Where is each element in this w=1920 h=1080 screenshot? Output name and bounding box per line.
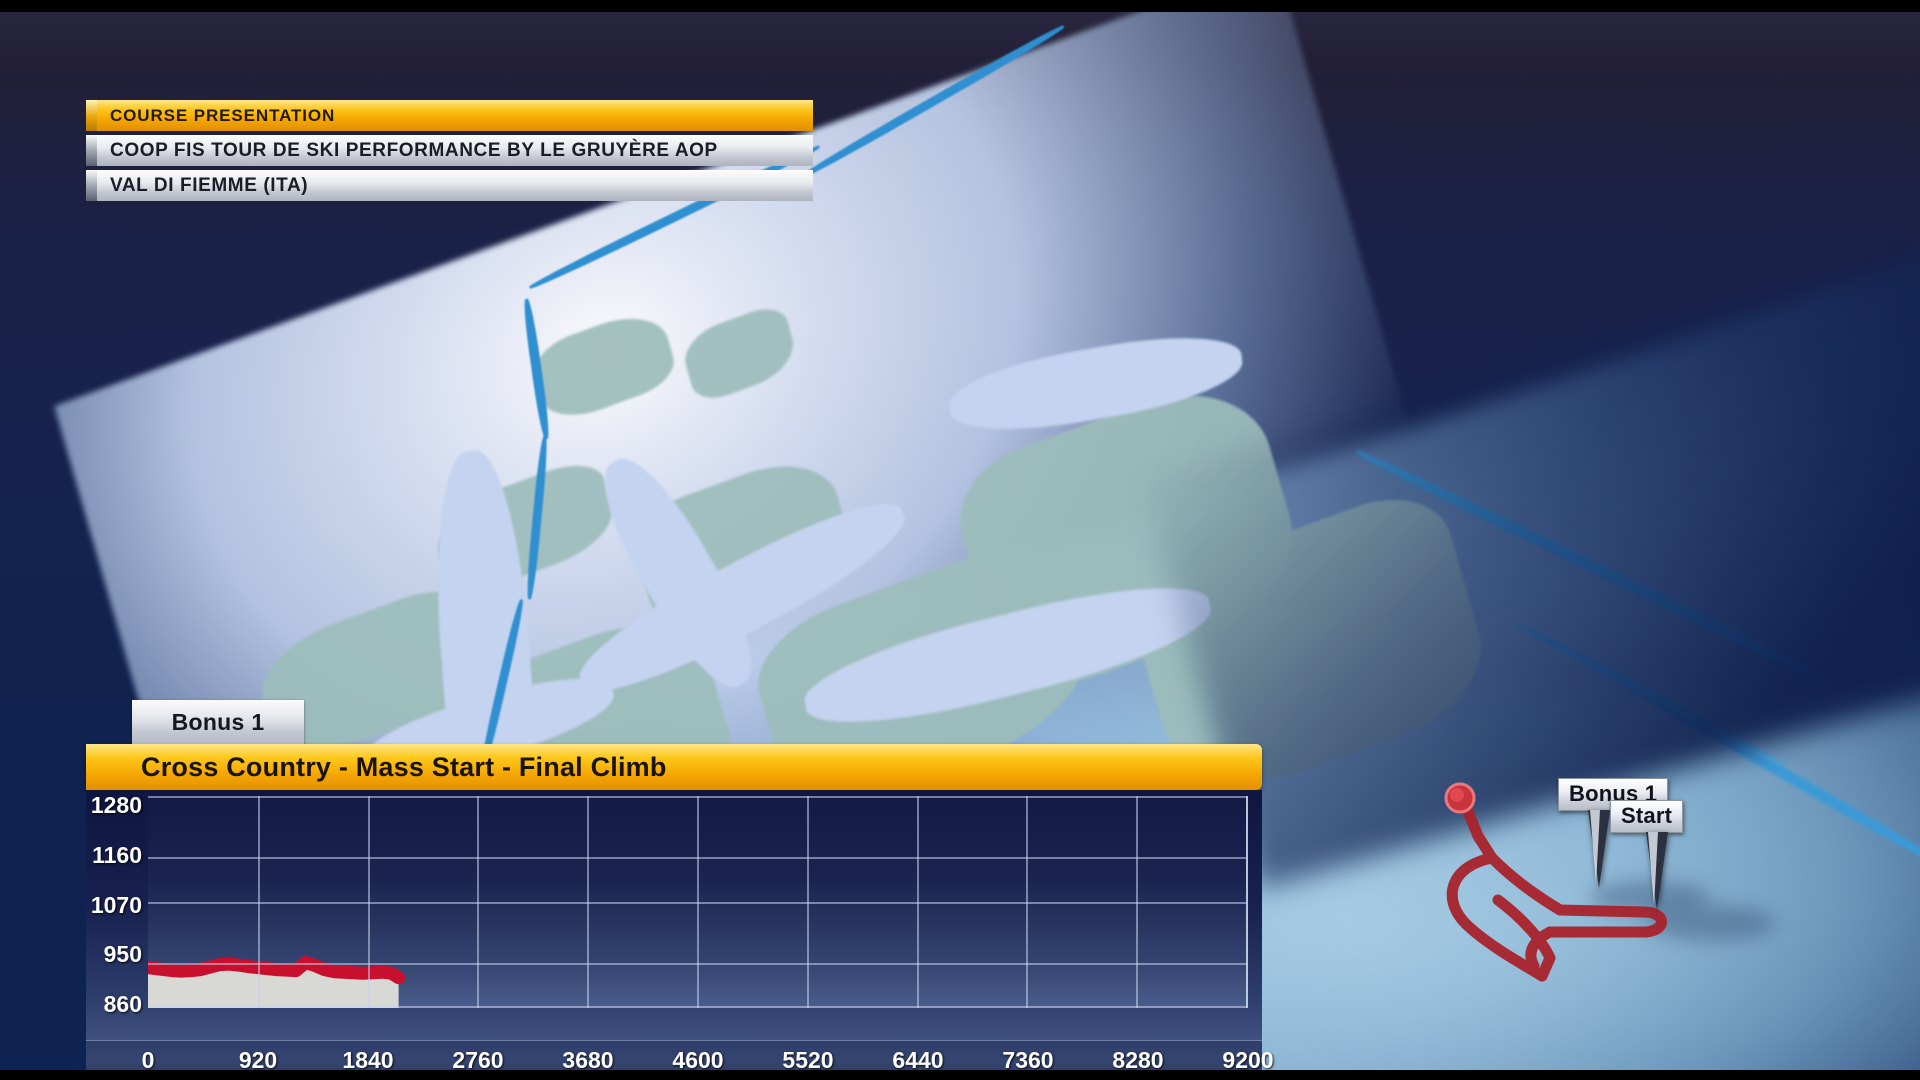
map-pin-start[interactable]: Start xyxy=(1610,800,1684,910)
elevation-chart-panel: Bonus 1 Cross Country - Mass Start - Fin… xyxy=(86,700,1274,1080)
grid-line-horizontal xyxy=(148,902,1246,904)
y-tick-label: 860 xyxy=(103,991,142,1017)
bonus-tab-label: Bonus 1 xyxy=(171,708,265,735)
letterbox-bottom xyxy=(0,1070,1920,1080)
grid-line-horizontal xyxy=(148,1006,1246,1008)
y-tick-label: 950 xyxy=(103,941,142,968)
pin-needle-icon xyxy=(1588,810,1610,888)
bonus-tab[interactable]: Bonus 1 xyxy=(132,700,304,744)
y-tick-label: 1070 xyxy=(90,891,142,918)
x-tick-label: 4600 xyxy=(672,1047,724,1073)
plot-area xyxy=(148,796,1248,1008)
chart-title-text: Cross Country - Mass Start - Final Climb xyxy=(141,751,667,782)
kicker-text: COURSE PRESENTATION xyxy=(110,105,336,125)
kicker-accent xyxy=(86,100,97,131)
title-block: COURSE PRESENTATION COOP FIS TOUR DE SKI… xyxy=(86,100,816,205)
grid-line-vertical xyxy=(1246,796,1248,1008)
route-spur xyxy=(1458,796,1498,864)
y-axis: 1280 1160 1070 950 860 xyxy=(86,790,148,1040)
y-tick-label: 1160 xyxy=(92,841,142,868)
pin-label: Start xyxy=(1621,803,1673,828)
pin-needle-icon xyxy=(1646,832,1668,910)
event-title: COOP FIS TOUR DE SKI PERFORMANCE BY LE G… xyxy=(110,139,718,161)
pin-label-plate: Start xyxy=(1610,800,1684,833)
profile-line xyxy=(148,963,399,978)
x-tick-label: 8280 xyxy=(1112,1047,1164,1073)
x-tick-label: 2760 xyxy=(452,1047,504,1073)
y-tick-label: 1280 xyxy=(90,792,142,818)
x-tick-label: 9200 xyxy=(1222,1047,1274,1073)
x-tick-label: 5520 xyxy=(782,1047,834,1073)
grid-line-horizontal xyxy=(148,962,1246,965)
chart-title-bar: Cross Country - Mass Start - Final Climb xyxy=(86,744,1262,790)
x-tick-label: 6440 xyxy=(892,1047,944,1073)
elevation-profile xyxy=(148,796,1246,1008)
x-tick-label: 920 xyxy=(238,1047,278,1073)
route-endpoint-core xyxy=(1450,788,1464,802)
x-tick-label: 0 xyxy=(141,1047,155,1073)
event-bar: COOP FIS TOUR DE SKI PERFORMANCE BY LE G… xyxy=(86,135,813,166)
event-accent xyxy=(86,135,97,166)
kicker-bar: COURSE PRESENTATION xyxy=(86,100,813,131)
venue-accent xyxy=(86,170,97,201)
course-route xyxy=(1444,782,1667,982)
x-tick-label: 3680 xyxy=(562,1047,614,1073)
venue-bar: VAL DI FIEMME (ITA) xyxy=(86,170,813,201)
chart-body: 1280 1160 1070 950 860 xyxy=(86,790,1262,1040)
letterbox-top xyxy=(0,0,1920,12)
x-tick-label: 1840 xyxy=(342,1047,394,1073)
venue-title: VAL DI FIEMME (ITA) xyxy=(110,174,309,196)
grid-line-horizontal xyxy=(148,856,1246,859)
x-tick-label: 7360 xyxy=(1002,1047,1054,1073)
grid-line-horizontal xyxy=(148,796,1246,798)
